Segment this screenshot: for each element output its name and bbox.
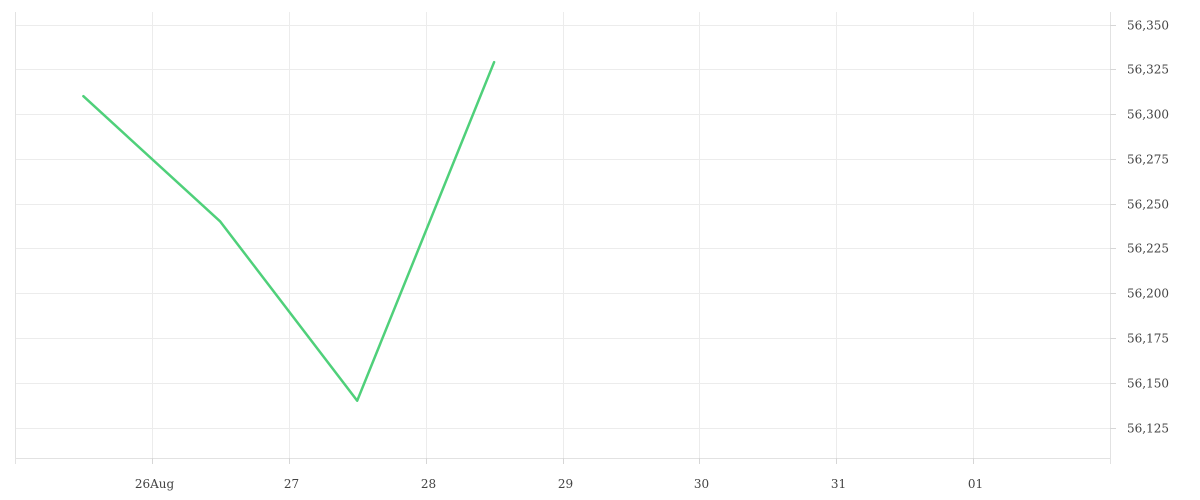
series-group [82, 60, 496, 402]
x-tick-label: 28 [421, 477, 436, 491]
series-line [82, 60, 496, 402]
y-tick-label: 56,325 [1127, 63, 1169, 77]
horizontal-gridlines [15, 25, 1110, 429]
y-tick-label: 56,175 [1127, 332, 1169, 346]
y-tick-label: 56,350 [1127, 19, 1169, 33]
y-axis-ticks: 56,125 56,150 56,175 56,200 56,225 56,250 56,2… [1110, 19, 1169, 436]
x-tick-label: 01 [968, 477, 983, 491]
x-tick-label: 27 [284, 477, 299, 491]
axes [15, 12, 1111, 464]
y-tick-label: 56,125 [1127, 422, 1169, 436]
x-tick-label: 26Aug [135, 477, 175, 491]
x-axis-ticks: 26Aug 27 28 29 30 31 01 [135, 458, 983, 491]
y-tick-label: 56,150 [1127, 377, 1169, 391]
y-tick-label: 56,200 [1127, 287, 1169, 301]
y-tick-label: 56,300 [1127, 108, 1169, 122]
y-tick-label: 56,250 [1127, 198, 1169, 212]
x-tick-label: 31 [831, 477, 846, 491]
x-tick-label: 29 [558, 477, 573, 491]
x-tick-label: 30 [694, 477, 709, 491]
vertical-gridlines [152, 12, 974, 458]
y-tick-label: 56,225 [1127, 242, 1169, 256]
y-tick-label: 56,275 [1127, 153, 1169, 167]
